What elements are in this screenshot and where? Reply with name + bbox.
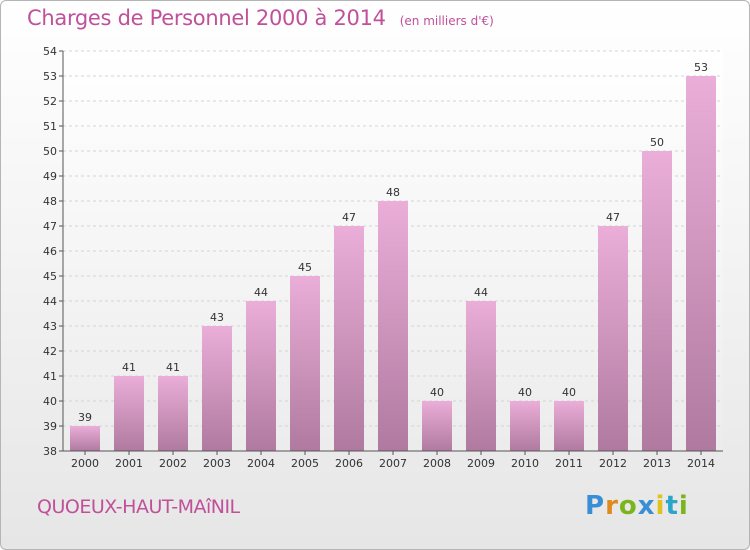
brand-letter: i bbox=[655, 491, 666, 521]
y-tick-label: 43 bbox=[43, 320, 57, 333]
x-tick-label: 2010 bbox=[511, 457, 539, 470]
title-row: Charges de Personnel 2000 à 2014 (en mill… bbox=[27, 6, 494, 30]
bars bbox=[70, 76, 716, 451]
bar bbox=[510, 401, 540, 451]
y-tick-label: 42 bbox=[43, 345, 57, 358]
value-label: 40 bbox=[430, 386, 444, 399]
x-tick-label: 2011 bbox=[555, 457, 583, 470]
brand-letter: i bbox=[678, 491, 689, 521]
y-tick-label: 39 bbox=[43, 420, 57, 433]
bar bbox=[642, 151, 672, 451]
bar bbox=[290, 276, 320, 451]
x-tick-labels: 2000 2001 2002 2003 2004 2005 2006 2007 2008 2009… bbox=[71, 457, 715, 470]
bar bbox=[422, 401, 452, 451]
value-label: 43 bbox=[210, 311, 224, 324]
y-tick-label: 51 bbox=[43, 120, 57, 133]
bar bbox=[246, 301, 276, 451]
bar bbox=[378, 201, 408, 451]
bar bbox=[334, 226, 364, 451]
value-label: 50 bbox=[650, 136, 664, 149]
bar bbox=[158, 376, 188, 451]
value-label: 40 bbox=[518, 386, 532, 399]
x-tick-label: 2013 bbox=[643, 457, 671, 470]
y-tick-label: 38 bbox=[43, 445, 57, 458]
value-label: 44 bbox=[254, 286, 268, 299]
y-tick-label: 45 bbox=[43, 270, 57, 283]
value-label: 45 bbox=[298, 261, 312, 274]
y-tick-label: 52 bbox=[43, 95, 57, 108]
bar bbox=[686, 76, 716, 451]
value-label: 41 bbox=[122, 361, 136, 374]
y-tick-label: 54 bbox=[43, 45, 57, 58]
value-label: 39 bbox=[78, 411, 92, 424]
y-tick-label: 40 bbox=[43, 395, 57, 408]
y-tick-label: 53 bbox=[43, 70, 57, 83]
x-tick-label: 2003 bbox=[203, 457, 231, 470]
y-tick-label: 48 bbox=[43, 195, 57, 208]
value-label: 44 bbox=[474, 286, 488, 299]
value-label: 40 bbox=[562, 386, 576, 399]
brand-letter: P bbox=[585, 491, 606, 521]
x-tick-label: 2002 bbox=[159, 457, 187, 470]
x-tick-label: 2009 bbox=[467, 457, 495, 470]
value-labels: 39 41 41 43 44 45 47 48 40 44 40 40 47 50 53 bbox=[78, 61, 708, 424]
bar bbox=[202, 326, 232, 451]
bar bbox=[70, 426, 100, 451]
y-tick-label: 44 bbox=[43, 295, 57, 308]
bar bbox=[598, 226, 628, 451]
brand-letter: t bbox=[665, 491, 679, 521]
chart-title: Charges de Personnel 2000 à 2014 bbox=[27, 6, 386, 30]
x-tick-label: 2004 bbox=[247, 457, 275, 470]
bar bbox=[466, 301, 496, 451]
value-label: 48 bbox=[386, 186, 400, 199]
brand-letter: o bbox=[618, 491, 638, 521]
bar bbox=[114, 376, 144, 451]
chart-subtitle: (en milliers d'€) bbox=[399, 14, 494, 28]
commune-name: QUOEUX-HAUT-MAîNIL bbox=[37, 496, 240, 518]
axes bbox=[59, 50, 723, 455]
value-label: 47 bbox=[342, 211, 356, 224]
brand-letter: x bbox=[637, 491, 656, 521]
x-tick-label: 2012 bbox=[599, 457, 627, 470]
proxiti-logo[interactable]: Proxiti bbox=[585, 491, 689, 521]
x-tick-label: 2005 bbox=[291, 457, 319, 470]
value-label: 53 bbox=[694, 61, 708, 74]
y-tick-label: 47 bbox=[43, 220, 57, 233]
bar bbox=[554, 401, 584, 451]
x-tick-label: 2006 bbox=[335, 457, 363, 470]
x-tick-label: 2007 bbox=[379, 457, 407, 470]
x-tick-label: 2008 bbox=[423, 457, 451, 470]
y-tick-label: 41 bbox=[43, 370, 57, 383]
value-label: 47 bbox=[606, 211, 620, 224]
x-tick-label: 2000 bbox=[71, 457, 99, 470]
x-tick-label: 2001 bbox=[115, 457, 143, 470]
value-label: 41 bbox=[166, 361, 180, 374]
brand-letter: r bbox=[605, 491, 619, 521]
x-tick-label: 2014 bbox=[687, 457, 715, 470]
y-tick-label: 50 bbox=[43, 145, 57, 158]
y-tick-labels: 38 39 40 41 42 43 44 45 46 47 48 49 50 51 52 53 54 bbox=[43, 45, 57, 458]
y-tick-label: 46 bbox=[43, 245, 57, 258]
y-tick-label: 49 bbox=[43, 170, 57, 183]
